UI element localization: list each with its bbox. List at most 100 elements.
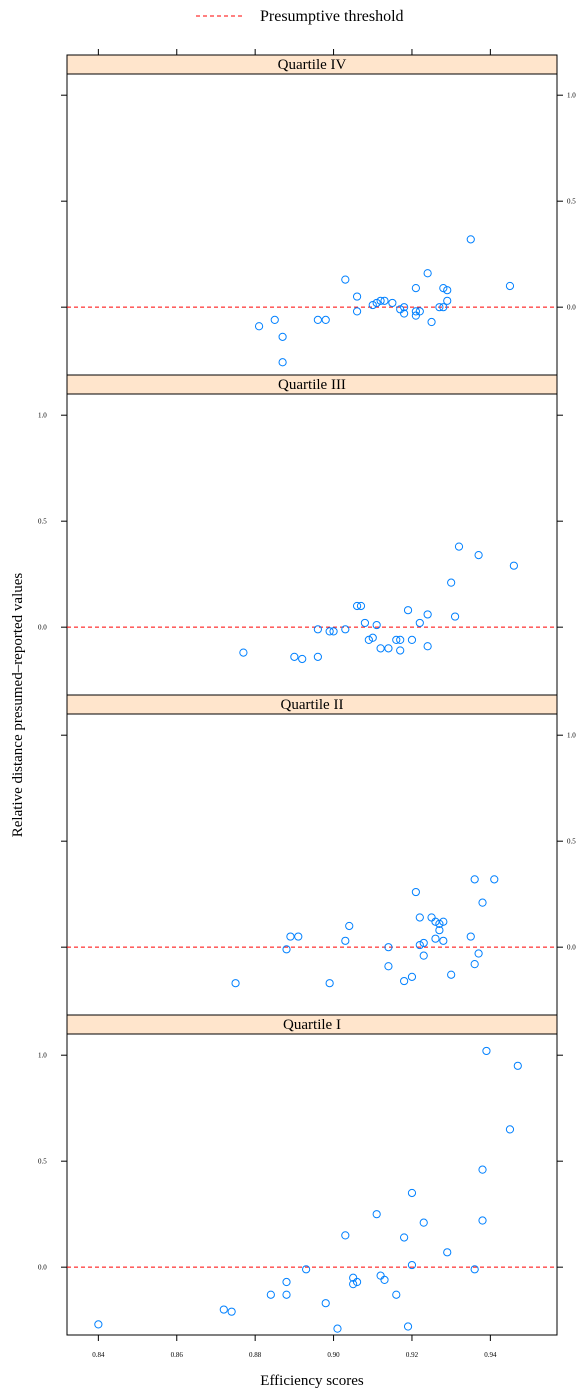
y-tick-label: 1.0 bbox=[38, 1052, 47, 1060]
data-point bbox=[431, 934, 440, 943]
data-point bbox=[329, 627, 338, 636]
data-point bbox=[407, 972, 417, 981]
data-point bbox=[321, 1299, 330, 1308]
data-point bbox=[415, 940, 424, 950]
x-axis-title: Efficiency scores bbox=[260, 1373, 364, 1389]
data-point bbox=[372, 298, 381, 308]
data-point bbox=[384, 943, 393, 952]
panels: Quartile IV 0.0 0.5 1.0 Quartile III 0.0 0.5 1.… bbox=[38, 49, 576, 1359]
panel: Quartile III 0.0 0.5 1.0 bbox=[38, 374, 563, 696]
data-point bbox=[427, 913, 436, 922]
y-tick-label: 0.5 bbox=[567, 838, 576, 846]
data-point bbox=[435, 926, 444, 935]
data-point bbox=[341, 936, 350, 945]
data-point bbox=[400, 976, 409, 986]
data-point bbox=[466, 932, 475, 941]
y-tick-label: 0.0 bbox=[38, 624, 47, 632]
data-point bbox=[403, 606, 413, 615]
x-tick-label: 0.88 bbox=[249, 1351, 262, 1359]
data-point bbox=[407, 635, 417, 644]
data-point bbox=[415, 618, 424, 628]
data-point bbox=[290, 652, 299, 661]
data-point bbox=[302, 1265, 311, 1274]
data-point bbox=[447, 578, 456, 587]
data-point bbox=[427, 317, 436, 327]
data-point bbox=[325, 979, 334, 988]
data-point bbox=[298, 654, 307, 664]
data-point bbox=[423, 610, 432, 619]
data-point bbox=[270, 315, 279, 324]
data-point bbox=[443, 286, 452, 295]
data-point bbox=[341, 625, 350, 634]
x-tick-label: 0.92 bbox=[406, 1351, 419, 1359]
data-point bbox=[411, 307, 420, 316]
data-point bbox=[380, 296, 389, 305]
data-point bbox=[509, 561, 518, 570]
data-point bbox=[419, 938, 428, 948]
data-point bbox=[450, 612, 460, 621]
data-point bbox=[396, 635, 405, 644]
data-point bbox=[231, 979, 240, 988]
x-tick-label: 0.90 bbox=[327, 1351, 340, 1359]
y-tick-label: 0.0 bbox=[567, 304, 576, 312]
data-point bbox=[411, 283, 420, 293]
data-point bbox=[349, 1280, 358, 1289]
data-point bbox=[254, 322, 264, 331]
data-point bbox=[282, 1290, 291, 1299]
panel: Quartile I 0.0 0.5 1.0 bbox=[38, 1014, 563, 1336]
data-point bbox=[368, 300, 377, 310]
data-point bbox=[439, 303, 448, 312]
data-point bbox=[396, 646, 405, 655]
data-point bbox=[411, 887, 420, 897]
data-point bbox=[372, 620, 381, 630]
panel-strip-label: Quartile IV bbox=[278, 57, 347, 73]
data-point bbox=[482, 1046, 491, 1056]
data-point bbox=[431, 917, 440, 926]
data-point bbox=[376, 644, 385, 653]
data-point bbox=[384, 644, 393, 653]
data-point bbox=[341, 275, 350, 284]
data-point bbox=[282, 945, 291, 954]
y-tick-label: 0.5 bbox=[38, 1158, 47, 1166]
data-point bbox=[439, 936, 448, 945]
data-point bbox=[435, 919, 444, 928]
data-point bbox=[454, 542, 464, 551]
data-point bbox=[423, 642, 432, 651]
y-axis-title: Relative distance presumed–reported valu… bbox=[10, 573, 26, 838]
data-point bbox=[407, 1260, 417, 1270]
y-tick-label: 1.0 bbox=[567, 732, 576, 740]
data-point bbox=[505, 281, 515, 291]
data-point bbox=[333, 1324, 342, 1333]
data-point bbox=[470, 960, 479, 969]
panel-strip-label: Quartile I bbox=[283, 1017, 341, 1033]
y-tick-label: 0.5 bbox=[567, 198, 576, 206]
data-point bbox=[474, 550, 483, 560]
data-point bbox=[415, 913, 424, 922]
data-point bbox=[443, 296, 452, 305]
panel-strip-label: Quartile II bbox=[281, 697, 344, 713]
panel: Quartile IV 0.0 0.5 1.0 bbox=[61, 54, 576, 376]
data-point bbox=[380, 1275, 389, 1284]
data-point bbox=[286, 932, 295, 941]
data-point bbox=[352, 601, 362, 611]
x-tick-label: 0.84 bbox=[92, 1351, 105, 1359]
panel: Quartile II 0.0 0.5 1.0 bbox=[61, 694, 576, 1016]
data-point bbox=[400, 1233, 409, 1242]
data-point bbox=[423, 269, 432, 278]
data-point bbox=[439, 917, 448, 926]
data-point bbox=[392, 1290, 401, 1299]
data-point bbox=[372, 1210, 381, 1219]
data-point bbox=[478, 1165, 487, 1174]
data-point bbox=[419, 951, 428, 960]
panel-frame bbox=[66, 73, 558, 376]
data-point bbox=[341, 1231, 350, 1240]
data-point bbox=[443, 1248, 452, 1257]
data-point bbox=[227, 1307, 236, 1316]
data-point bbox=[352, 1277, 362, 1287]
data-point bbox=[352, 307, 362, 316]
data-point bbox=[384, 962, 393, 971]
data-point bbox=[239, 648, 248, 657]
panel-strip-label: Quartile III bbox=[278, 377, 346, 393]
data-point bbox=[478, 898, 487, 907]
x-axis: 0.84 0.86 0.88 0.90 0.92 0.94 bbox=[92, 49, 497, 1359]
